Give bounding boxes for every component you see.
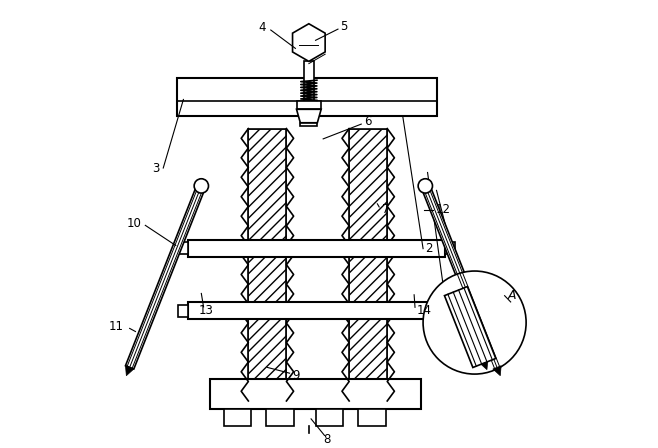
Text: 2: 2 xyxy=(425,242,433,255)
Text: 7: 7 xyxy=(382,203,390,216)
Bar xyxy=(248,129,286,401)
Circle shape xyxy=(194,179,209,193)
Text: 3: 3 xyxy=(152,161,160,175)
Polygon shape xyxy=(126,184,205,369)
Polygon shape xyxy=(126,366,134,376)
Bar xyxy=(316,409,343,426)
Polygon shape xyxy=(293,24,325,61)
Circle shape xyxy=(423,271,526,374)
Bar xyxy=(349,129,388,401)
Bar xyxy=(178,305,188,317)
Polygon shape xyxy=(444,287,495,367)
Text: 13: 13 xyxy=(198,303,213,317)
Text: 11: 11 xyxy=(109,319,124,333)
Text: 4: 4 xyxy=(259,21,266,34)
Bar xyxy=(300,123,317,126)
Text: 6: 6 xyxy=(364,115,372,129)
Text: 9: 9 xyxy=(292,369,300,382)
Text: 8: 8 xyxy=(323,432,330,446)
Text: 14: 14 xyxy=(417,303,432,317)
Bar xyxy=(177,78,436,116)
Text: 12: 12 xyxy=(436,203,451,216)
Polygon shape xyxy=(493,366,501,376)
Bar xyxy=(297,101,321,109)
Bar xyxy=(445,305,455,317)
Bar xyxy=(266,409,294,426)
Polygon shape xyxy=(421,184,501,369)
Bar xyxy=(445,242,455,254)
Bar xyxy=(248,129,286,401)
Bar xyxy=(211,379,421,409)
Text: 10: 10 xyxy=(127,216,141,230)
Bar xyxy=(178,242,188,254)
Bar xyxy=(358,409,386,426)
Bar xyxy=(349,129,388,401)
Polygon shape xyxy=(481,362,488,370)
Polygon shape xyxy=(297,109,321,123)
Bar xyxy=(188,240,445,257)
Bar xyxy=(224,409,251,426)
Bar xyxy=(188,302,445,319)
Text: 5: 5 xyxy=(340,20,347,34)
Text: A: A xyxy=(507,289,516,302)
Bar xyxy=(304,61,314,101)
Circle shape xyxy=(418,179,432,193)
